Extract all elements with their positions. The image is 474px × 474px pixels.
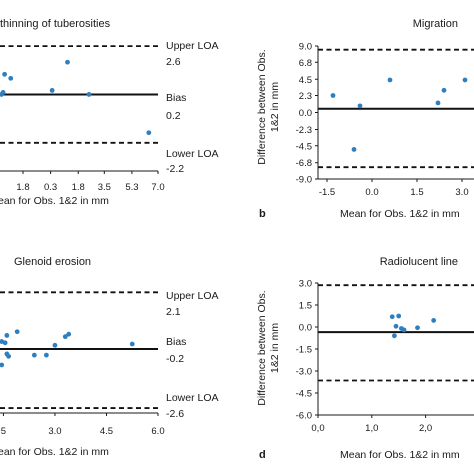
panel-b-data-point xyxy=(351,147,357,152)
panel-a-x-tick-label: 5.3 xyxy=(125,182,138,193)
panel-d-y-axis-label-line1: Difference between Obs. xyxy=(256,290,268,405)
panel-c-data-point xyxy=(129,341,135,347)
panel-b-y-axis-label-line2: 1&2 in mm xyxy=(269,82,281,132)
panel-a-upper-loa-value: 2.6 xyxy=(166,56,181,68)
panel-d-x-tick-label: 0,0 xyxy=(311,423,324,434)
panel-d-y-tick-label: 1.5 xyxy=(299,301,312,312)
panel-c-lower-loa-label: Lower LOA xyxy=(166,392,219,404)
panel-d-data-point xyxy=(401,327,407,333)
panel-c-x-axis-label: ean for Obs. 1&2 in mm xyxy=(0,446,109,458)
panel-b-y-tick-label: -4.5 xyxy=(296,141,312,152)
panel-a-lower-loa-label: Lower LOA xyxy=(166,148,219,160)
panel-a-x-tick-label: 1.8 xyxy=(16,182,29,193)
panel-b-letter: b xyxy=(259,208,266,220)
panel-b-y-tick-label: -9.0 xyxy=(296,175,312,186)
panel-c-data-point xyxy=(52,342,58,348)
panel-d-data-point xyxy=(393,323,399,329)
panel-b-x-tick-label: 0.0 xyxy=(365,187,378,198)
panel-a-bias-label: Bias xyxy=(166,92,186,104)
panel-c-title: Glenoid erosion xyxy=(14,256,91,268)
panel-a-x-tick-label: 3.5 xyxy=(98,182,111,193)
panel-a-bias-value: 0.2 xyxy=(166,110,181,122)
panel-c-data-point xyxy=(2,340,8,346)
panel-c-data-point xyxy=(4,333,10,338)
panel-c-data-point xyxy=(43,352,49,358)
panel-c-data-point xyxy=(6,353,11,359)
panel-a-title: thinning of tuberosities xyxy=(0,18,111,30)
panel-c-x-tick-label: 5 xyxy=(1,426,6,437)
panel-b-x-tick-label: 1.5 xyxy=(410,187,423,198)
panel-d-data-point xyxy=(389,314,395,320)
panel-d-y-tick-label: 3.0 xyxy=(299,279,312,290)
panel-d-y-tick-label: 0.0 xyxy=(299,323,312,334)
panel-a-data-point xyxy=(65,59,70,65)
panel-b-y-tick-label: -2.3 xyxy=(296,125,312,136)
panel-c-upper-loa-label: Upper LOA xyxy=(166,290,219,302)
panel-d-x-axis-label: Mean for Obs. 1&2 in mm xyxy=(340,449,460,461)
panel-d-letter: d xyxy=(259,449,266,461)
panel-b-data-point xyxy=(357,103,363,109)
panel-a-data-point xyxy=(8,75,14,81)
panel-a: thinning of tuberosities 1.8 0.3 1.8 3.5 5.3… xyxy=(0,18,219,207)
panel-c-x-tick-label: 6.0 xyxy=(151,426,164,437)
panel-c-bias-value: -0.2 xyxy=(166,353,184,365)
panel-d-data-point xyxy=(396,313,402,319)
panel-d-title: Radiolucent line xyxy=(380,256,458,268)
panel-b-x-axis-label: Mean for Obs. 1&2 in mm xyxy=(340,208,460,220)
panel-a-x-tick-label: 1.8 xyxy=(72,182,85,193)
panel-b-y-tick-label: 4.5 xyxy=(299,75,312,86)
panel-c-data-point xyxy=(62,334,68,340)
panel-c-x-tick-label: 4.5 xyxy=(100,426,113,437)
panel-c-x-tick-label: 3.0 xyxy=(48,426,61,437)
panel-a-x-tick-label: 7.0 xyxy=(151,182,164,193)
panel-b: Migration Difference between Obs. 1&2 in… xyxy=(256,18,474,220)
panel-d-y-tick-label: -6.0 xyxy=(296,411,312,422)
panel-b-y-axis-label-line1: Difference between Obs. xyxy=(256,49,268,164)
panel-b-data-point xyxy=(462,77,468,83)
panel-a-x-axis-label: ean for Obs. 1&2 in mm xyxy=(0,195,109,207)
panel-b-data-point xyxy=(387,77,393,83)
panel-b-title: Migration xyxy=(413,18,458,30)
panel-a-lower-loa-value: -2.2 xyxy=(166,163,184,175)
panel-b-data-point xyxy=(435,100,441,106)
panel-d-x-tick-label: 1,0 xyxy=(365,423,378,434)
panel-a-data-point xyxy=(2,71,8,77)
panel-a-x-tick-label: 0.3 xyxy=(44,182,57,193)
panel-c-bias-label: Bias xyxy=(166,336,186,348)
panel-b-x-tick-label: -1.5 xyxy=(319,187,335,198)
panel-d-y-tick-label: -1.5 xyxy=(296,345,312,356)
panel-d-data-point xyxy=(391,333,397,339)
panel-b-data-point xyxy=(441,87,447,93)
panel-c-lower-loa-value: -2.6 xyxy=(166,408,184,420)
panel-b-x-tick-label: 3.0 xyxy=(455,187,468,198)
panel-b-y-tick-label: 6.8 xyxy=(299,58,312,69)
panel-d-y-axis-label-line2: 1&2 in mm xyxy=(269,323,281,373)
panel-d-y-tick-label: -4.5 xyxy=(296,389,312,400)
panel-d-data-point xyxy=(431,318,437,323)
panel-b-y-tick-label: 2.3 xyxy=(299,91,312,102)
panel-d-data-point xyxy=(415,325,420,331)
panel-c-upper-loa-value: 2.1 xyxy=(166,306,181,318)
panel-b-y-tick-label: -6.8 xyxy=(296,158,312,169)
panel-b-data-point xyxy=(330,93,336,98)
panel-a-data-point xyxy=(146,130,152,136)
panel-d-y-tick-label: -3.0 xyxy=(296,367,312,378)
panel-d: Radiolucent line Difference between Obs.… xyxy=(256,256,474,461)
panel-a-upper-loa-label: Upper LOA xyxy=(166,40,219,52)
panel-d-x-tick-label: 2,0 xyxy=(419,423,432,434)
panel-c-data-point xyxy=(0,362,5,368)
panel-c-data-point xyxy=(66,331,72,337)
panel-b-y-tick-label: 9.0 xyxy=(299,42,312,53)
panel-c-data-point xyxy=(31,352,37,358)
panel-b-y-tick-label: 0.0 xyxy=(299,108,312,119)
panel-a-data-point xyxy=(0,92,4,97)
panel-a-data-point xyxy=(49,88,55,93)
panel-c-data-point xyxy=(14,329,20,335)
panel-a-data-point xyxy=(86,92,92,97)
panel-c: Glenoid erosion 5 3.0 4.5 6.0 ean for Obs. … xyxy=(0,256,219,458)
